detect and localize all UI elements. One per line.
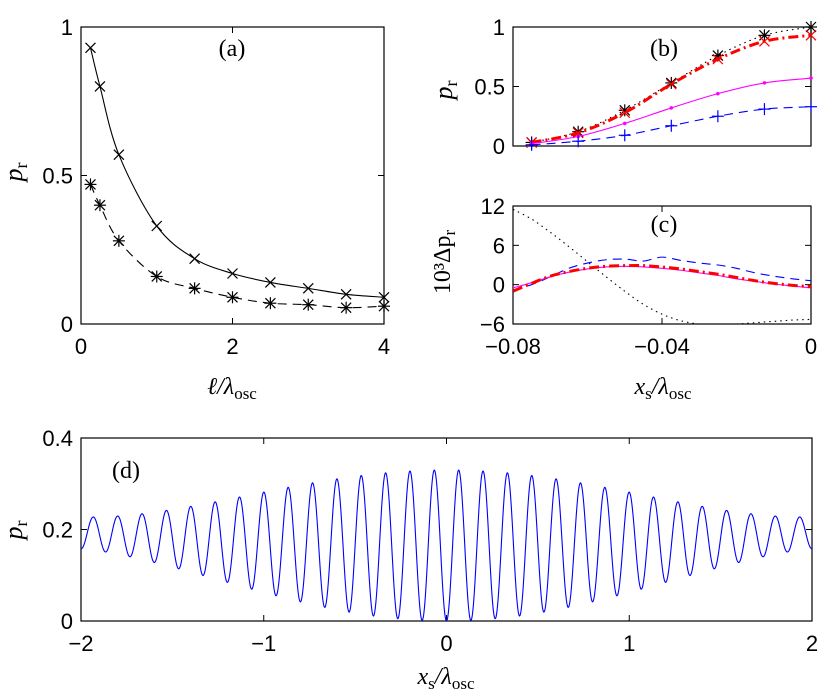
panel-c-label: (c) (651, 212, 678, 238)
panel-a: 0 0.5 1 0 2 4 (a) ℓ/λosc pr (0, 15, 390, 403)
panel-b-label: (b) (650, 36, 678, 62)
a-xtick-label: 4 (378, 334, 390, 359)
a-marker-solid (94, 80, 106, 92)
a-ytick-label: 0 (61, 312, 73, 337)
b-marker-magenta-solid (622, 121, 627, 126)
panel-d-label: (d) (112, 458, 140, 484)
a-marker-dashed (264, 297, 277, 310)
panel-a-xlabel: ℓ/λosc (207, 374, 257, 403)
b-marker-blue-dashed (572, 135, 585, 148)
c-series-red-dashdot (513, 264, 811, 293)
a-marker-dashed (112, 234, 125, 247)
a-marker-solid (340, 288, 352, 300)
c-series-blue-dashed (513, 256, 811, 291)
c-series-dotted (513, 208, 811, 324)
b-marker-blue-dashed (758, 103, 771, 116)
b-marker-magenta-solid (809, 76, 813, 80)
a-marker-dashed (378, 300, 390, 313)
panel-a-label: (a) (219, 36, 246, 62)
panel-a-ylabel: pr (0, 163, 31, 184)
b-marker-red-dashdot (759, 35, 770, 47)
panel-b: 0 0.5 1 (b) pr (429, 15, 817, 159)
a-xtick-label: 0 (75, 334, 87, 359)
a-marker-dashed (150, 270, 163, 283)
a-marker-dashed (340, 301, 353, 314)
d-xtick-label: 2 (806, 631, 818, 656)
panel-d-xlabel: xs/λosc (416, 664, 474, 693)
b-marker-blue-dashed (665, 119, 678, 132)
panel-c-ylabel: 10³Δpr (430, 230, 459, 295)
c-xtick-label: 0 (805, 334, 817, 359)
c-xtick-label: −0.08 (485, 334, 541, 359)
b-marker-magenta-solid (716, 91, 720, 96)
b-marker-blue-dashed (805, 100, 817, 113)
c-ytick-label: 0 (493, 273, 505, 298)
b-marker-magenta-solid (762, 81, 767, 85)
panel-c: −6 0 6 12 −0.08 −0.04 0 (c) xs/λosc 10³Δpr (430, 194, 817, 403)
panel-b-ylabel: pr (429, 81, 461, 102)
a-marker-dashed (188, 282, 201, 295)
a-series-dashed (89, 184, 384, 309)
d-xtick-label: 1 (623, 631, 635, 656)
a-marker-solid (85, 42, 96, 54)
a-xtick-label: 2 (226, 334, 238, 359)
a-marker-dashed (93, 199, 106, 212)
panel-c-xlabel: xs/λosc (633, 374, 691, 403)
b-ytick-label: 0.5 (474, 75, 505, 100)
c-ytick-label: −6 (480, 312, 505, 337)
b-marker-blue-dashed (525, 138, 538, 151)
d-ytick-label: 0 (61, 609, 73, 634)
a-ytick-label: 0.5 (42, 164, 73, 189)
c-ytick-label: 6 (493, 233, 505, 258)
d-xtick-label: 0 (440, 631, 452, 656)
a-marker-solid (378, 291, 390, 303)
a-marker-solid (113, 149, 125, 161)
b-marker-blue-dashed (711, 110, 724, 123)
panel-d-ylabel: pr (0, 521, 31, 542)
b-ytick-label: 0 (493, 134, 505, 159)
panel-a-frame (80, 26, 385, 325)
panel-d: 0 0.2 0.4 −2 −1 0 1 2 (d) xs/λosc pr (0, 426, 818, 693)
d-xtick-label: −2 (68, 631, 93, 656)
a-ytick-label: 1 (61, 15, 73, 40)
b-marker-red-dashdot (619, 107, 631, 119)
a-marker-solid (227, 268, 238, 279)
panel-d-frame (80, 437, 813, 622)
b-marker-dotted (805, 21, 817, 33)
c-ytick-label: 12 (481, 194, 505, 219)
a-marker-solid (189, 253, 201, 265)
a-marker-solid (151, 220, 163, 232)
b-marker-dotted (665, 76, 678, 89)
a-marker-dashed (226, 291, 239, 304)
b-marker-red-dashdot (805, 29, 817, 41)
a-marker-dashed (302, 298, 315, 311)
b-marker-blue-dashed (618, 129, 631, 142)
b-ytick-label: 1 (493, 15, 505, 40)
b-marker-red-dashdot (712, 53, 724, 65)
d-ytick-label: 0.4 (42, 426, 73, 451)
d-ytick-label: 0.2 (42, 518, 73, 543)
d-series-oscillation (80, 469, 813, 622)
a-marker-dashed (84, 178, 97, 191)
a-marker-solid (302, 282, 314, 294)
a-series-solid (89, 47, 384, 298)
c-series-magenta-solid (513, 265, 811, 289)
b-marker-magenta-solid (669, 106, 674, 110)
c-xtick-label: −0.04 (634, 334, 690, 359)
a-marker-solid (264, 276, 276, 288)
d-xtick-label: −1 (251, 631, 276, 656)
b-marker-red-dashdot (665, 78, 677, 90)
